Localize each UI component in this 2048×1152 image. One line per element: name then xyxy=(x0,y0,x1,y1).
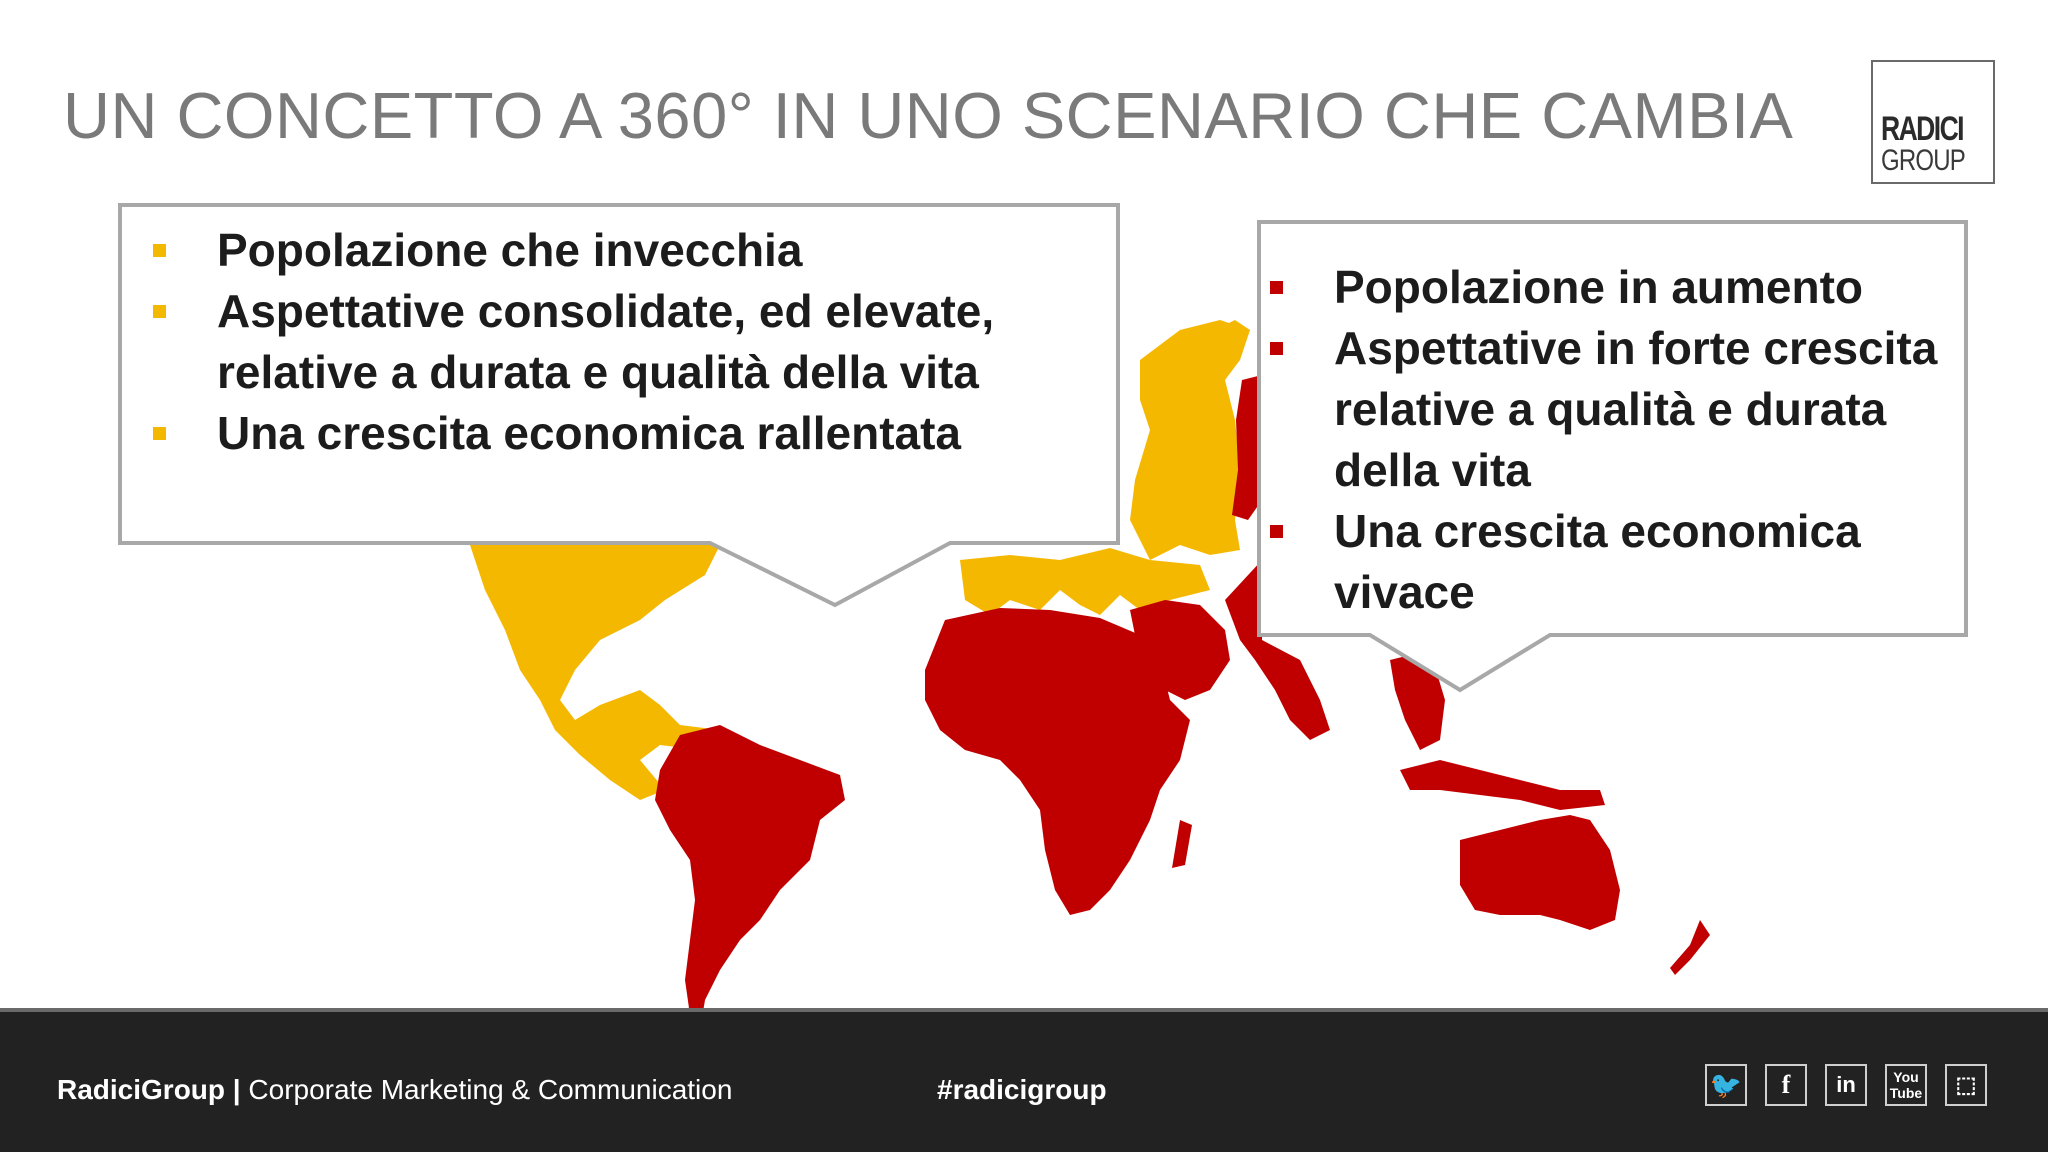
red-bullet-icon xyxy=(1270,281,1283,294)
left-bullet-item: Aspettative consolidate, ed elevate, rel… xyxy=(153,281,1113,403)
russia-east-strip xyxy=(1232,375,1262,520)
right-speech-bubble xyxy=(1257,220,1968,693)
youtube-icon[interactable]: You Tube xyxy=(1885,1064,1927,1106)
footer-hashtag[interactable]: #radicigroup xyxy=(937,1074,1107,1105)
right-bullet-item: Aspettative in forte crescita relative a… xyxy=(1270,318,1960,501)
middle-east-region xyxy=(1130,600,1230,700)
footer-credit: RadiciGroup | Corporate Marketing & Comm… xyxy=(57,1074,732,1106)
footer-bar: RadiciGroup | Corporate Marketing & Comm… xyxy=(0,1008,2048,1152)
madagascar-region xyxy=(1172,820,1192,868)
right-bullet-item: Una crescita economica vivace xyxy=(1270,501,1960,623)
yellow-bullet-icon xyxy=(153,305,166,318)
aging-regions xyxy=(470,320,1250,800)
facebook-icon[interactable]: f xyxy=(1765,1064,1807,1106)
yellow-bullet-icon xyxy=(153,244,166,257)
right-callout-text: Popolazione in aumento Aspettative in fo… xyxy=(1270,257,1960,623)
africa-region xyxy=(925,608,1190,915)
australia-region xyxy=(1460,815,1620,930)
twitter-icon[interactable]: 🐦 xyxy=(1705,1064,1747,1106)
indonesia-region xyxy=(1400,760,1605,810)
slideshare-icon[interactable]: ⬚ xyxy=(1945,1064,1987,1106)
yellow-bullet-icon xyxy=(153,427,166,440)
right-bullet-item: Popolazione in aumento xyxy=(1270,257,1960,318)
radici-group-logo: RADICI GROUP xyxy=(1871,60,1995,184)
north-america-region xyxy=(470,545,720,800)
linkedin-icon[interactable]: in xyxy=(1825,1064,1867,1106)
russia-region xyxy=(1130,320,1250,560)
europe-region xyxy=(960,548,1210,615)
new-zealand-region xyxy=(1670,920,1710,975)
footer-department: Corporate Marketing & Communication xyxy=(240,1074,733,1105)
red-bullet-icon xyxy=(1270,342,1283,355)
logo-line-2: GROUP xyxy=(1881,144,1966,177)
growing-regions xyxy=(655,375,1710,1030)
left-bullet-item: Popolazione che invecchia xyxy=(153,220,1113,281)
slide-title: UN CONCETTO A 360° IN UNO SCENARIO CHE C… xyxy=(63,79,1794,152)
left-speech-bubble xyxy=(118,203,1120,608)
red-bullet-icon xyxy=(1270,525,1283,538)
logo-line-1: RADICI xyxy=(1881,110,1965,148)
left-bullet-item: Una crescita economica rallentata xyxy=(153,403,1113,464)
footer-brand: RadiciGroup | xyxy=(57,1074,241,1105)
greenland-islands xyxy=(1205,320,1250,345)
left-callout-text: Popolazione che invecchia Aspettative co… xyxy=(153,220,1113,464)
south-america-region xyxy=(655,725,845,1030)
southeast-asia-region xyxy=(1390,650,1445,750)
asia-region xyxy=(1225,560,1330,740)
